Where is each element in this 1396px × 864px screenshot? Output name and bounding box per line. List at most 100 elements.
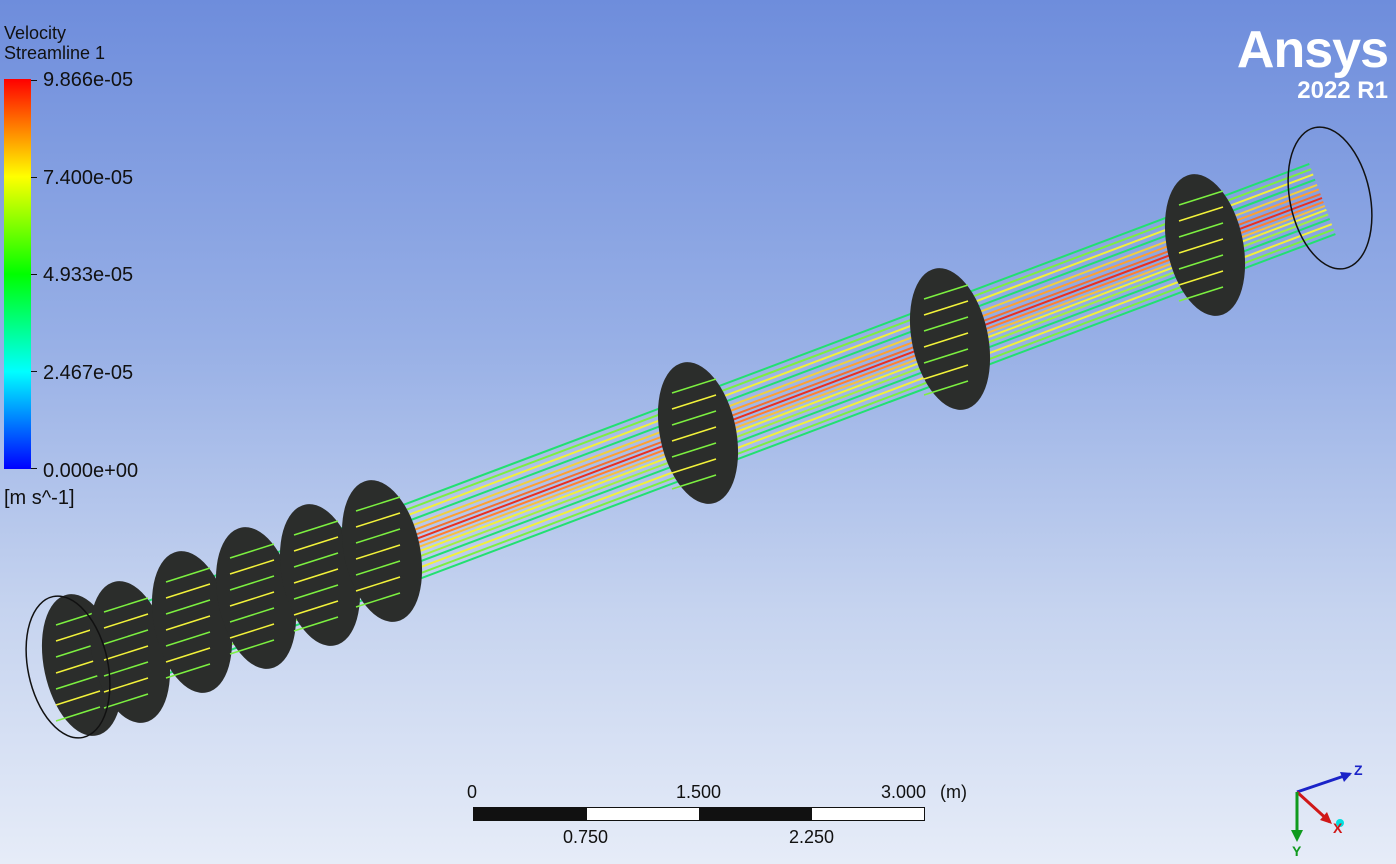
- velocity-vector: [55, 690, 101, 706]
- scale-segment: [699, 808, 812, 820]
- velocity-vector: [355, 544, 401, 560]
- velocity-vector: [355, 512, 401, 528]
- velocity-vector: [229, 607, 275, 623]
- legend-label-1: 2.467e-05: [43, 362, 134, 384]
- velocity-vector: [103, 629, 149, 645]
- scale-unit: (m): [940, 782, 967, 802]
- legend-object: Streamline 1: [4, 43, 106, 63]
- legend-tick: [31, 468, 37, 469]
- velocity-vector: [923, 332, 969, 348]
- velocity-vector: [229, 543, 275, 559]
- legend-unit: [m s^-1]: [4, 487, 75, 509]
- velocity-vector: [165, 567, 211, 583]
- legend-label-3: 7.400e-05: [43, 167, 134, 189]
- y-axis-label: Y: [1292, 843, 1302, 859]
- scale-segment: [811, 808, 924, 820]
- velocity-vector: [355, 528, 401, 544]
- legend-color-bar: [4, 79, 31, 469]
- legend-label-min: 0.000e+00: [43, 460, 139, 482]
- scale-label-0750: 0.750: [563, 827, 609, 847]
- velocity-vector: [1178, 254, 1224, 270]
- view-center-icon: [1336, 819, 1344, 827]
- axis-triad[interactable]: Z X Y: [1280, 760, 1380, 860]
- pipe-outlines: [25, 126, 1373, 739]
- inlet-outline: [25, 595, 111, 739]
- velocity-vector: [923, 380, 969, 396]
- legend-tick: [31, 80, 37, 81]
- x-axis-arrow-icon: [1320, 812, 1332, 824]
- velocity-vector: [103, 597, 149, 613]
- legend-tick: [31, 371, 37, 372]
- velocity-vector: [355, 592, 401, 608]
- velocity-vector: [671, 458, 717, 474]
- brand-version: 2022 R1: [1297, 77, 1388, 104]
- legend-tick: [31, 274, 37, 275]
- velocity-vector: [671, 474, 717, 490]
- velocity-vector: [165, 631, 211, 647]
- z-axis-arrow-icon: [1340, 772, 1352, 782]
- velocity-vector: [229, 559, 275, 575]
- velocity-vector: [1178, 190, 1224, 206]
- velocity-vector: [923, 300, 969, 316]
- legend-label-2: 4.933e-05: [43, 264, 134, 286]
- velocity-vector: [55, 706, 101, 722]
- velocity-vector: [1178, 238, 1224, 254]
- scale-segment: [586, 808, 699, 820]
- velocity-vector: [293, 552, 339, 568]
- velocity-vector: [165, 599, 211, 615]
- velocity-vector: [671, 378, 717, 394]
- velocity-vector: [165, 647, 211, 663]
- velocity-vector: [671, 394, 717, 410]
- velocity-vector: [923, 348, 969, 364]
- z-axis-line: [1296, 772, 1351, 794]
- velocity-vector: [1178, 222, 1224, 238]
- velocity-vector: [1178, 206, 1224, 222]
- velocity-vector: [229, 639, 275, 655]
- velocity-vector: [103, 677, 149, 693]
- velocity-vector: [923, 364, 969, 380]
- velocity-vector: [103, 693, 149, 709]
- velocity-vector: [229, 591, 275, 607]
- scale-label-3000: 3.000: [881, 782, 927, 802]
- velocity-vector: [355, 560, 401, 576]
- velocity-vector: [103, 661, 149, 677]
- x-axis-label: X: [1333, 820, 1343, 836]
- velocity-vector: [229, 575, 275, 591]
- velocity-vector: [229, 623, 275, 639]
- velocity-vector: [293, 600, 339, 616]
- velocity-vector: [923, 316, 969, 332]
- velocity-vector: [55, 658, 101, 674]
- velocity-vector: [165, 583, 211, 599]
- velocity-vector: [165, 615, 211, 631]
- scale-label-1500: 1.500: [676, 782, 722, 802]
- legend-variable: Velocity: [4, 23, 67, 43]
- velocity-vector: [103, 613, 149, 629]
- velocity-vector: [671, 442, 717, 458]
- scale-bar: [473, 807, 925, 821]
- velocity-vector: [671, 410, 717, 426]
- velocity-vector: [1178, 286, 1224, 302]
- velocity-vector: [355, 496, 401, 512]
- velocity-vector: [355, 576, 401, 592]
- brand-name: Ansys: [1236, 21, 1389, 79]
- velocity-vector: [293, 568, 339, 584]
- velocity-vector: [1178, 270, 1224, 286]
- legend-tick: [31, 177, 37, 178]
- legend-label-max: 9.866e-05: [43, 69, 134, 91]
- y-axis-arrow-icon: [1291, 830, 1303, 842]
- velocity-vector: [923, 284, 969, 300]
- z-axis-label: Z: [1354, 762, 1363, 778]
- velocity-vector: [165, 663, 211, 679]
- velocity-vector: [293, 520, 339, 536]
- velocity-vector: [103, 645, 149, 661]
- cross-section-planes: [41, 174, 1246, 736]
- ansys-logo: Ansys 2022 R1: [1236, 21, 1389, 104]
- velocity-vector: [293, 616, 339, 632]
- outlet-outline: [1287, 126, 1373, 270]
- scale-segment: [474, 808, 587, 820]
- velocity-vector: [293, 536, 339, 552]
- velocity-vector: [55, 674, 101, 690]
- scale-label-2250: 2.250: [789, 827, 835, 847]
- velocity-vector: [293, 584, 339, 600]
